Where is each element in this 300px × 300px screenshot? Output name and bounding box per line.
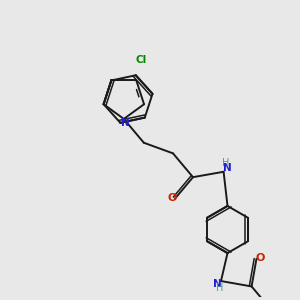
Text: N: N	[121, 118, 130, 128]
Text: H: H	[222, 158, 230, 168]
Text: O: O	[167, 193, 176, 203]
Text: N: N	[213, 279, 221, 289]
Text: H: H	[216, 283, 224, 293]
Text: O: O	[255, 253, 264, 262]
Text: Cl: Cl	[135, 55, 146, 65]
Text: N: N	[224, 163, 232, 172]
